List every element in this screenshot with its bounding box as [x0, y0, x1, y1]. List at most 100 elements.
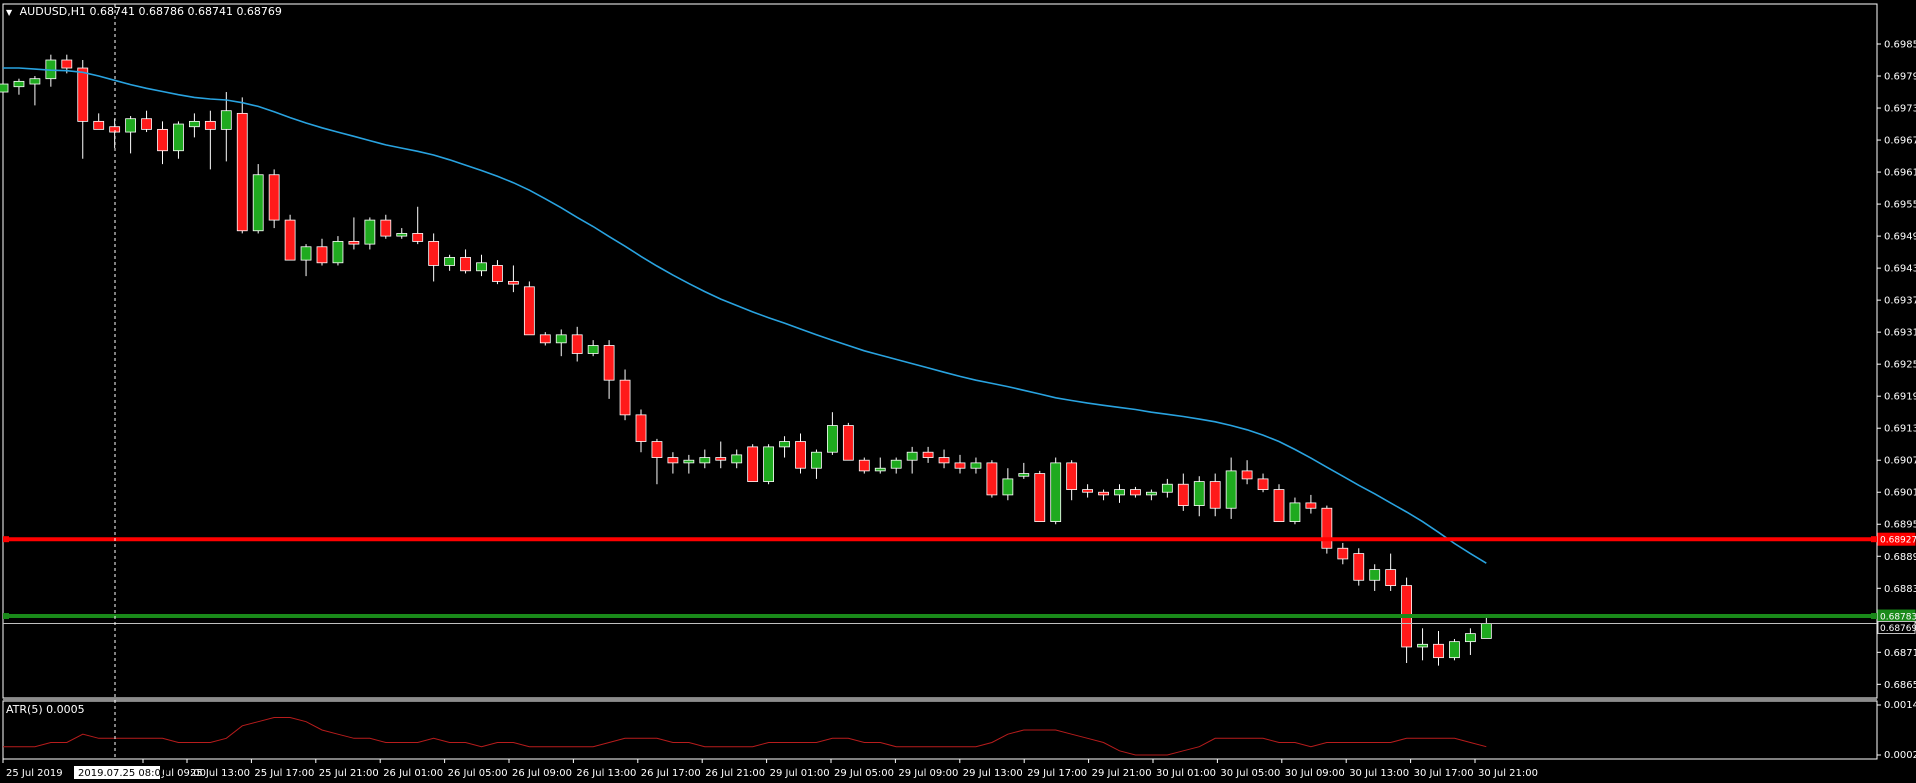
time-tick-label: 29 Jul 01:00	[770, 768, 830, 779]
bear-candle-body	[1337, 547, 1349, 560]
bull-candle-body	[220, 110, 232, 130]
price-tick-label: 0.68895	[1884, 552, 1916, 563]
candle	[667, 452, 679, 474]
price-axis: 0.69855 0.69795 0.69735 0.69675 0.69615 0.695…	[1877, 40, 1916, 761]
time-tick-label: 30 Jul 05:00	[1220, 768, 1280, 779]
candle	[954, 454, 966, 474]
bull-candle-body	[1465, 633, 1476, 643]
candle	[348, 217, 360, 250]
line-anchor-right	[1871, 613, 1877, 620]
candle	[1321, 505, 1333, 554]
candle	[651, 438, 663, 485]
dropdown-triangle-icon[interactable]: ▼	[6, 8, 13, 17]
price-tick-label: 0.69795	[1884, 72, 1916, 83]
bear-candle-body	[380, 219, 392, 237]
candle	[13, 78, 25, 95]
bear-candle-body	[1034, 473, 1046, 522]
candle	[1209, 473, 1221, 517]
crosshair-layer: 2019.07.25 08:00	[74, 4, 167, 779]
bear-candle-body	[1209, 481, 1221, 509]
price-tick-label: 0.68655	[1884, 680, 1916, 691]
price-label-box	[1877, 532, 1916, 546]
candle	[252, 164, 264, 234]
bull-candle-body	[1161, 483, 1173, 493]
candle	[204, 110, 216, 170]
bull-candle-body	[874, 467, 886, 472]
candle	[858, 457, 870, 474]
line-anchor-right	[1871, 536, 1877, 543]
candle	[603, 340, 615, 399]
candle	[842, 422, 854, 461]
time-tick-label: 29 Jul 17:00	[1027, 768, 1087, 779]
bear-candle-body	[236, 112, 248, 232]
atr-indicator-layer	[3, 717, 1487, 756]
candle	[699, 449, 711, 469]
bear-candle-body	[1257, 478, 1269, 490]
candle	[1161, 478, 1173, 498]
candle	[1002, 468, 1014, 501]
price-tick-label: 0.68835	[1884, 584, 1916, 595]
price-tick-label: 0.69195	[1884, 392, 1916, 403]
time-tick-label: 30 Jul 13:00	[1349, 768, 1409, 779]
time-tick-label: 25 Jul 21:00	[319, 768, 379, 779]
time-tick-label: 25 Jul 09:00	[146, 768, 206, 779]
chart-frames	[2, 3, 1878, 760]
bull-candle-body	[364, 219, 376, 245]
candle	[523, 281, 535, 336]
time-tick-label: 25 Jul 13:00	[190, 768, 250, 779]
candle	[986, 460, 998, 498]
bear-candle-body	[204, 120, 216, 130]
bull-candle-body	[1050, 462, 1062, 522]
bear-candle-body	[77, 67, 89, 122]
price-tick-label: 0.69255	[1884, 360, 1916, 371]
moving-average-line	[3, 67, 1487, 564]
candle	[539, 332, 551, 346]
bear-candle-body	[1130, 489, 1141, 496]
candle	[316, 238, 328, 266]
price-tick-label: 0.69315	[1884, 328, 1916, 339]
candle	[811, 449, 822, 479]
bear-candle-body	[428, 241, 440, 266]
bear-candle-body	[795, 441, 806, 469]
bull-candle-body	[1018, 473, 1030, 477]
candle	[1082, 484, 1093, 498]
candle	[1018, 462, 1030, 479]
bear-candle-body	[858, 459, 870, 472]
candle	[827, 412, 838, 455]
bear-candle-body	[268, 174, 280, 221]
chart-header: ▼ AUDUSD,H1 0.68741 0.68786 0.68741 0.68…	[6, 5, 282, 18]
candle	[1257, 473, 1269, 493]
candle	[587, 340, 599, 357]
candle	[1034, 470, 1046, 522]
candle	[970, 457, 982, 474]
candle	[236, 97, 248, 234]
candle	[1225, 457, 1237, 519]
bear-candle-body	[523, 286, 535, 336]
price-label-text: 0.68783	[1880, 613, 1916, 623]
bull-candle-body	[970, 462, 982, 469]
candle	[507, 265, 519, 293]
bear-candle-body	[1066, 462, 1078, 490]
bull-candle-body	[1114, 489, 1125, 496]
candle	[1449, 638, 1460, 661]
candle	[1066, 460, 1078, 501]
atr-indicator-label: ATR(5) 0.0005	[6, 703, 85, 716]
bull-candle-body	[29, 78, 41, 85]
candle	[906, 446, 918, 474]
bull-candle-body	[0, 83, 9, 93]
bull-candle-body	[188, 120, 200, 128]
bear-candle-body	[492, 265, 503, 282]
bull-candle-body	[125, 118, 136, 133]
time-tick-label: 29 Jul 05:00	[834, 768, 894, 779]
candle	[141, 110, 152, 133]
bull-candle-body	[1193, 481, 1205, 506]
atr-line	[3, 717, 1487, 756]
bear-candle-body	[1177, 483, 1189, 506]
bear-candle-body	[747, 446, 759, 482]
price-tick-label: 0.68715	[1884, 648, 1916, 659]
candle	[1114, 484, 1125, 503]
